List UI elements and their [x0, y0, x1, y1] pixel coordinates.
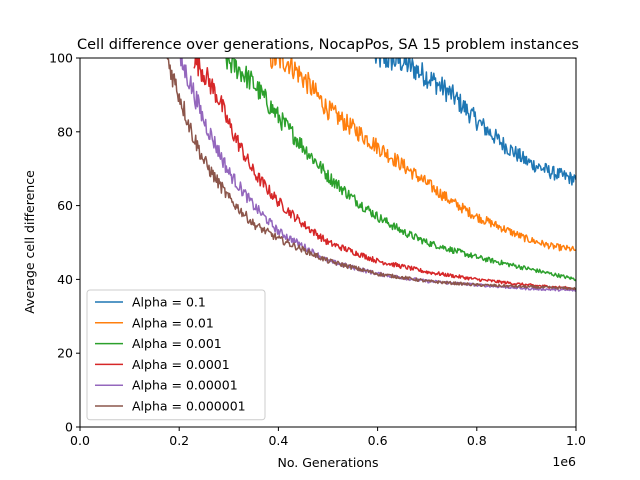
x-tick-label: 0.6 — [368, 433, 388, 448]
series-line-3 — [193, 58, 576, 290]
x-tick-label: 0.4 — [268, 433, 288, 448]
x-axis-offset-label: 1e6 — [552, 454, 576, 469]
series-line-1 — [268, 58, 576, 252]
series-line-5 — [166, 58, 576, 291]
x-tick-label: 0.0 — [70, 433, 90, 448]
y-tick-label: 60 — [57, 198, 73, 213]
legend-label: Alpha = 0.01 — [132, 315, 214, 330]
legend-box — [86, 289, 266, 421]
y-tick-label: 40 — [57, 272, 73, 287]
x-tick-label: 0.8 — [467, 433, 487, 448]
series-line-4 — [179, 58, 576, 292]
legend-label: Alpha = 0.0001 — [132, 357, 230, 372]
legend-label: Alpha = 0.001 — [132, 336, 222, 351]
x-tick-label: 0.2 — [169, 433, 189, 448]
series-line-2 — [225, 58, 576, 282]
y-tick-label: 100 — [49, 51, 73, 66]
x-axis: 0.0 0.2 0.4 0.6 0.8 1.0 — [70, 427, 586, 448]
series-line-0 — [374, 58, 576, 186]
legend-label: Alpha = 0.1 — [132, 295, 206, 310]
plot-frame — [79, 57, 577, 428]
x-tick-label: 1.0 — [566, 433, 586, 448]
y-axis: 0 20 40 60 80 100 — [49, 51, 80, 435]
y-tick-label: 0 — [65, 420, 73, 435]
y-tick-label: 80 — [57, 124, 73, 139]
legend: Alpha = 0.1 Alpha = 0.01 Alpha = 0.001 Alph… — [86, 289, 266, 421]
series-lines — [166, 58, 576, 292]
legend-label: Alpha = 0.000001 — [132, 399, 246, 414]
legend-label: Alpha = 0.00001 — [132, 378, 238, 393]
x-axis-label: No. Generations — [278, 455, 379, 470]
y-tick-label: 20 — [57, 346, 73, 361]
chart-title: Cell difference over generations, NocapP… — [77, 37, 579, 53]
y-axis-label: Average cell difference — [22, 170, 37, 314]
